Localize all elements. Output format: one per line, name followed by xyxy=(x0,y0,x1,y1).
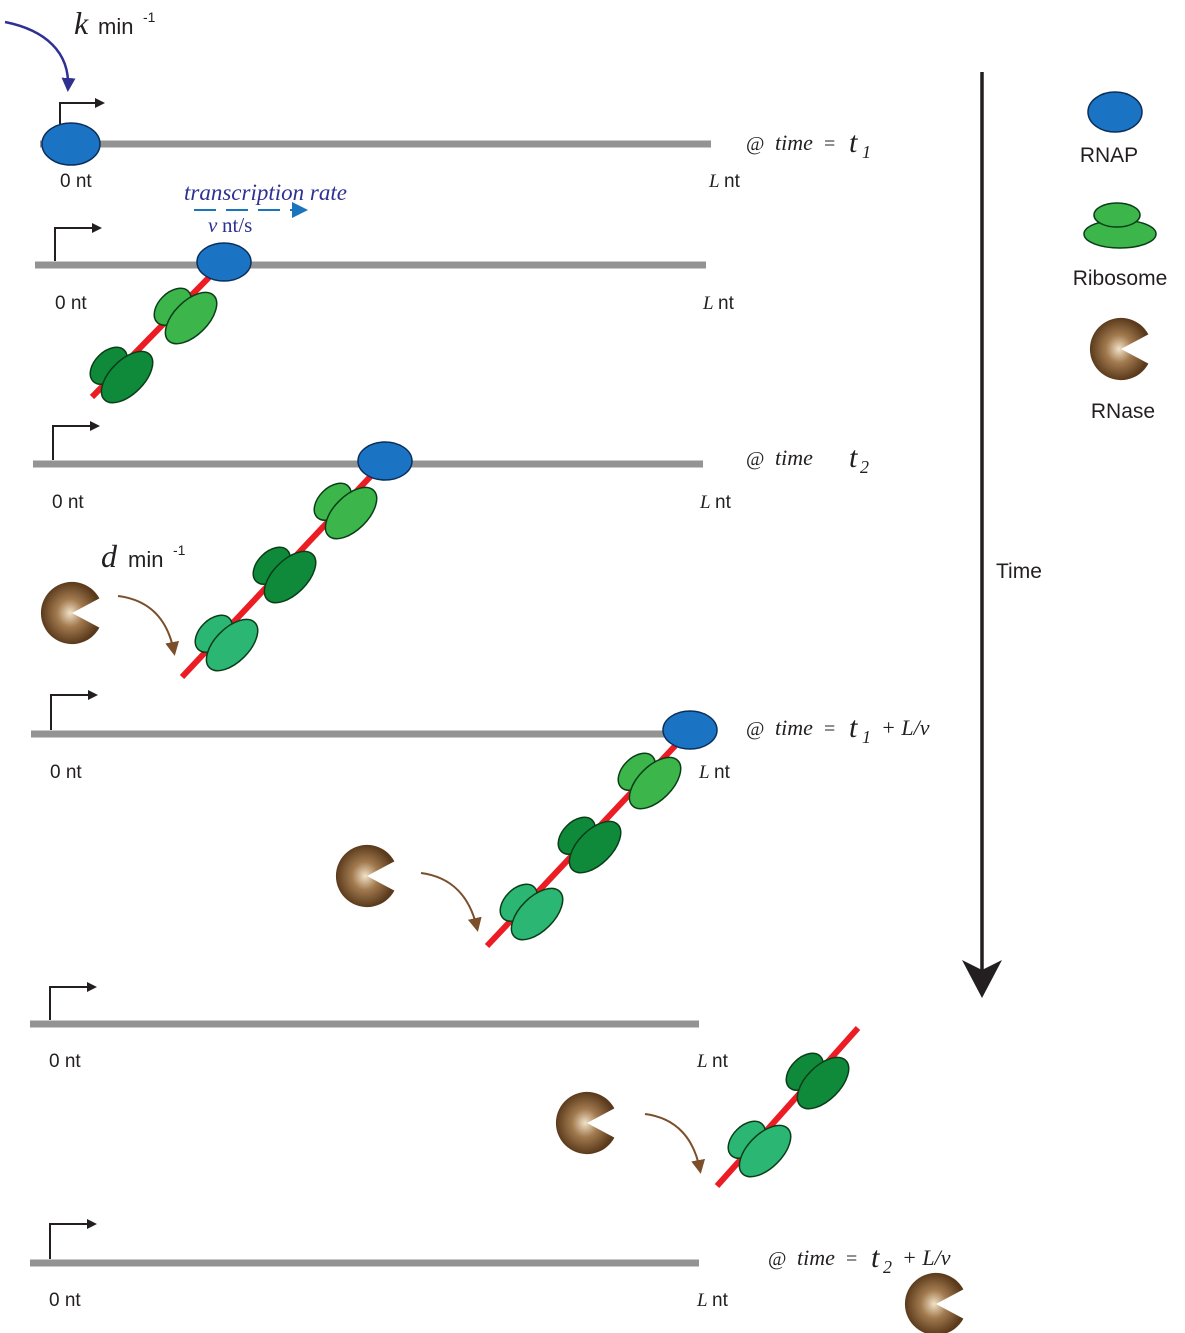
v-unit: nt/s xyxy=(222,213,252,237)
end-position-unit: nt xyxy=(712,1290,729,1311)
promoter-arrow xyxy=(59,98,105,124)
end-position-symbol: L xyxy=(696,1051,708,1072)
start-position-label: 0 nt xyxy=(50,762,82,783)
svg-text:time: time xyxy=(797,1245,835,1270)
ribosome xyxy=(194,614,259,672)
d-exponent: -1 xyxy=(173,542,186,558)
svg-text:time: time xyxy=(775,715,813,740)
legend-rnase-icon xyxy=(1089,317,1149,381)
svg-text:1: 1 xyxy=(862,727,871,747)
transcription-rate-label: transcription rate xyxy=(184,180,347,205)
rnap xyxy=(41,122,101,166)
legend-rnap-label: RNAP xyxy=(1080,144,1138,167)
start-position-label: 0 nt xyxy=(52,492,84,513)
mrna xyxy=(714,1026,861,1188)
ribosome xyxy=(153,287,218,345)
time-axis-arrowhead xyxy=(962,960,1002,998)
k-exponent: -1 xyxy=(143,9,156,25)
d-symbol: d xyxy=(101,538,118,574)
time-label-t2: @ time t 2 xyxy=(746,441,869,477)
k-symbol: k xyxy=(74,5,89,41)
svg-text:=: = xyxy=(824,718,835,740)
promoter-arrow xyxy=(54,223,102,261)
row-6: 0 nt L nt @ time = t 2 + L/v xyxy=(30,1219,964,1333)
svg-text:t: t xyxy=(849,441,858,474)
degradation-arrow xyxy=(117,595,180,656)
svg-text:+ L/v: + L/v xyxy=(902,1245,951,1270)
row-4: 0 nt L nt @ time = t 1 + L/v xyxy=(31,690,930,949)
time-label-t1: @ time = t 1 xyxy=(746,126,871,162)
legend-ribosome-icon xyxy=(1083,202,1157,249)
ribosome xyxy=(89,346,154,404)
promoter-arrow xyxy=(49,982,97,1020)
svg-text:@: @ xyxy=(746,448,764,470)
time-axis: Time xyxy=(962,72,1042,998)
rnap xyxy=(662,710,718,750)
k-rate-arrow xyxy=(4,20,76,92)
end-position-symbol: L xyxy=(702,293,714,314)
svg-text:@: @ xyxy=(746,718,764,740)
row-5: 0 nt L nt xyxy=(30,982,861,1188)
legend-rnap-icon xyxy=(1087,91,1143,133)
ribosome xyxy=(499,883,564,941)
svg-text:2: 2 xyxy=(860,457,869,477)
degradation-arrow xyxy=(420,872,482,932)
end-position-symbol: L xyxy=(696,1290,708,1311)
end-position-symbol: L xyxy=(698,762,710,783)
svg-text:t: t xyxy=(849,126,858,159)
time-axis-label: Time xyxy=(996,560,1042,583)
ribosome xyxy=(727,1120,792,1178)
svg-text:1: 1 xyxy=(862,142,871,162)
svg-text:time: time xyxy=(775,445,813,470)
start-position-label: 0 nt xyxy=(55,293,87,314)
end-position-unit: nt xyxy=(718,293,735,314)
time-label-t1-plus-L-over-v: @ time = t 1 + L/v xyxy=(746,711,930,747)
v-symbol: v xyxy=(208,213,218,237)
svg-text:+ L/v: + L/v xyxy=(881,715,930,740)
time-label-t2-plus-L-over-v: @ time = t 2 + L/v xyxy=(768,1241,951,1277)
rnase-enzyme xyxy=(40,581,100,645)
rnap xyxy=(357,441,413,481)
rnap xyxy=(196,242,252,282)
rnase-enzyme xyxy=(904,1272,964,1333)
d-unit: min xyxy=(128,547,163,572)
legend-ribosome-label: Ribosome xyxy=(1073,267,1168,290)
promoter-arrow xyxy=(50,690,98,730)
end-position-unit: nt xyxy=(712,1051,729,1072)
svg-text:@: @ xyxy=(768,1248,786,1270)
row-2: transcription rate v nt/s 0 nt L nt xyxy=(35,180,735,404)
promoter-arrow xyxy=(49,1219,97,1259)
svg-text:@: @ xyxy=(746,133,764,155)
start-position-label: 0 nt xyxy=(49,1290,81,1311)
svg-text:time: time xyxy=(775,130,813,155)
degradation-arrow xyxy=(644,1113,706,1174)
svg-text:t: t xyxy=(849,711,858,744)
svg-text:2: 2 xyxy=(883,1257,892,1277)
legend: RNAP Ribosome RNase xyxy=(1073,91,1168,423)
svg-text:t: t xyxy=(871,1241,880,1274)
ribosome xyxy=(313,482,378,540)
k-unit: min xyxy=(98,14,133,39)
start-position-label: 0 nt xyxy=(49,1051,81,1072)
end-position-symbol: L xyxy=(699,492,711,513)
row-3: 0 nt L nt @ time t 2 d min -1 xyxy=(33,421,869,680)
ribosome xyxy=(252,546,317,604)
svg-text:=: = xyxy=(824,133,835,155)
rnase-enzyme xyxy=(555,1091,615,1155)
row-1: k min -1 0 nt L nt @ time = t 1 xyxy=(4,5,871,192)
end-position-unit: nt xyxy=(714,762,731,783)
svg-text:=: = xyxy=(846,1248,857,1270)
promoter-arrow xyxy=(52,421,100,460)
end-position-unit: nt xyxy=(724,171,741,192)
legend-rnase-label: RNase xyxy=(1091,400,1155,423)
ribosome xyxy=(785,1052,850,1110)
end-position-symbol: L xyxy=(708,171,720,192)
ribosome xyxy=(557,816,622,874)
end-position-unit: nt xyxy=(715,492,732,513)
ribosome xyxy=(617,752,682,810)
rnase-enzyme xyxy=(335,844,395,908)
start-position-label: 0 nt xyxy=(60,171,92,192)
